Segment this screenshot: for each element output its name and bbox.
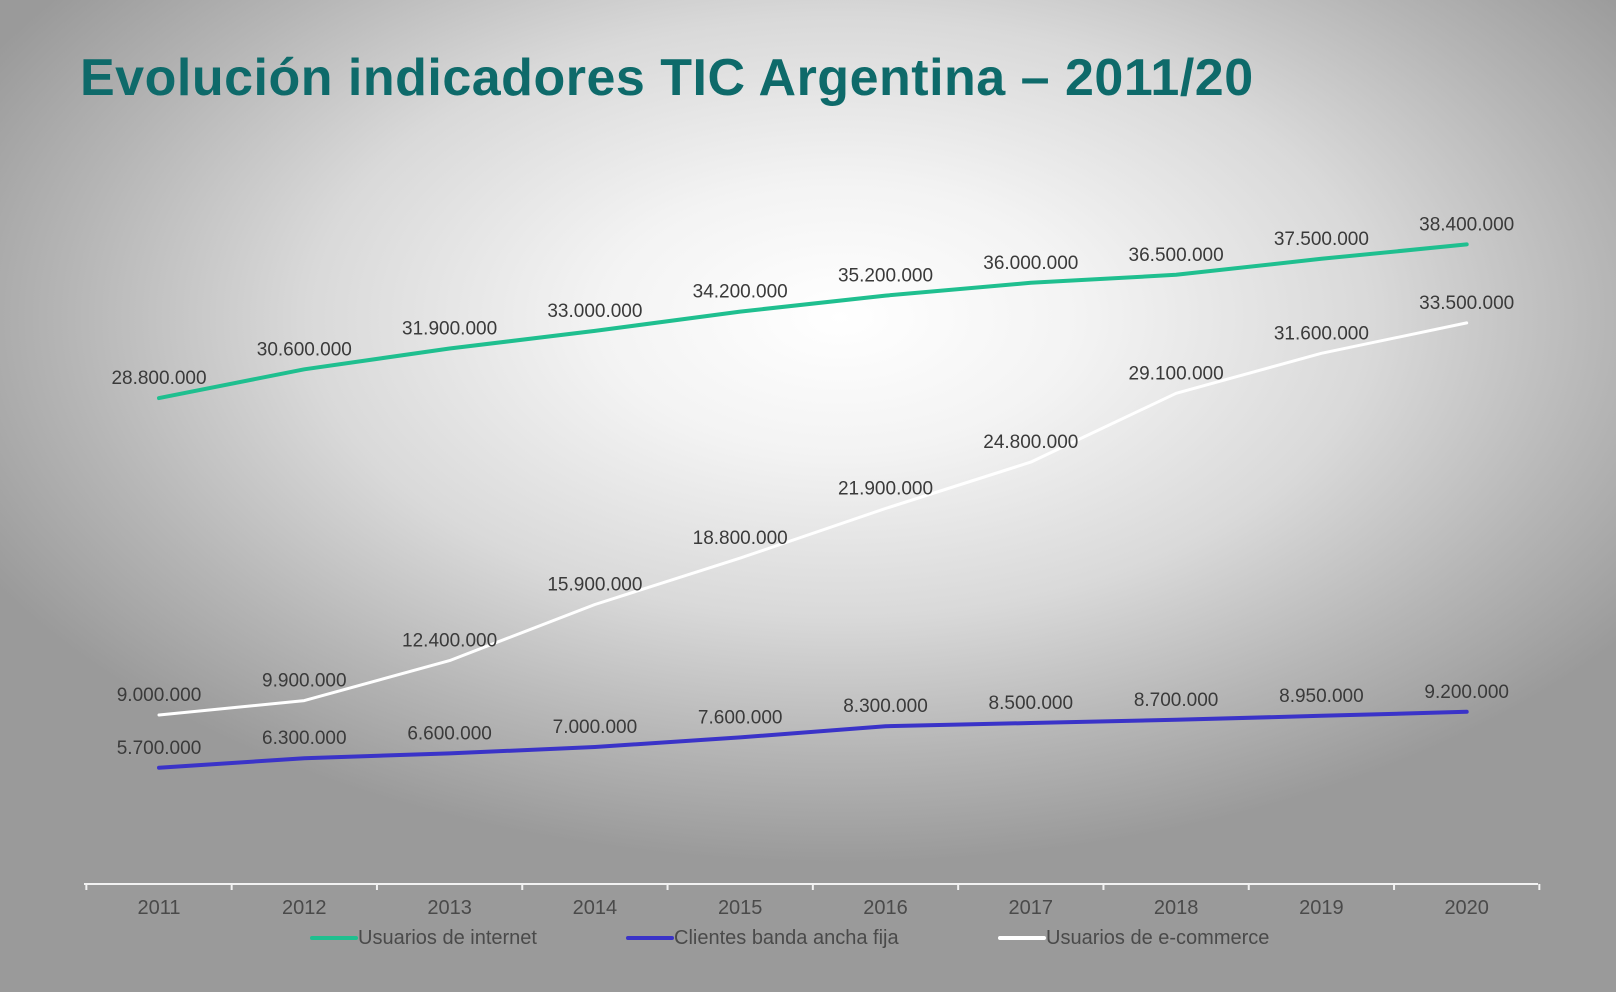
data-label: 28.800.000 xyxy=(111,368,206,389)
data-label: 30.600.000 xyxy=(257,339,352,360)
data-label: 6.600.000 xyxy=(407,723,492,744)
x-tick-label-2020: 2020 xyxy=(1444,897,1489,919)
series-line-0 xyxy=(157,242,1469,401)
legend-label-2: Usuarios de e-commerce xyxy=(1046,927,1269,949)
data-label: 8.950.000 xyxy=(1279,686,1364,707)
data-label: 5.700.000 xyxy=(117,738,202,759)
data-label: 7.600.000 xyxy=(698,707,783,728)
legend-label-1: Clientes banda ancha fija xyxy=(674,927,899,949)
chart-title: Evolución indicadores TIC Argentina – 20… xyxy=(80,49,1254,107)
data-label: 36.000.000 xyxy=(983,253,1078,274)
data-label: 9.900.000 xyxy=(262,671,347,692)
series-line-1 xyxy=(157,709,1469,770)
data-label: 33.000.000 xyxy=(547,301,642,322)
x-tick-label-2019: 2019 xyxy=(1299,897,1344,919)
data-label: 12.400.000 xyxy=(402,631,497,652)
x-tick-label-2015: 2015 xyxy=(718,897,763,919)
data-label: 21.900.000 xyxy=(838,479,933,500)
data-label: 38.400.000 xyxy=(1419,214,1514,235)
data-label: 8.500.000 xyxy=(989,693,1074,714)
x-tick-label-2011: 2011 xyxy=(137,897,180,919)
data-label: 24.800.000 xyxy=(983,432,1078,453)
x-tick-label-2012: 2012 xyxy=(282,897,327,919)
data-label: 35.200.000 xyxy=(838,266,933,287)
data-label: 9.000.000 xyxy=(117,685,202,706)
data-label: 9.200.000 xyxy=(1424,682,1509,703)
data-label: 29.100.000 xyxy=(1129,363,1224,384)
data-label: 33.500.000 xyxy=(1419,293,1514,314)
x-tick-label-2014: 2014 xyxy=(573,897,618,919)
x-tick-label-2013: 2013 xyxy=(427,897,472,919)
data-label: 7.000.000 xyxy=(553,717,638,738)
x-tick-label-2017: 2017 xyxy=(1009,897,1054,919)
data-label: 37.500.000 xyxy=(1274,229,1369,250)
data-label: 36.500.000 xyxy=(1129,245,1224,266)
legend-label-0: Usuarios de internet xyxy=(358,927,537,949)
data-label: 18.800.000 xyxy=(693,528,788,549)
x-tick-label-2016: 2016 xyxy=(863,897,908,919)
data-label: 15.900.000 xyxy=(547,575,642,596)
x-tick-label-2018: 2018 xyxy=(1154,897,1199,919)
series-line-2 xyxy=(157,321,1469,717)
data-label: 6.300.000 xyxy=(262,728,347,749)
data-label: 31.900.000 xyxy=(402,318,497,339)
data-label: 31.600.000 xyxy=(1274,323,1369,344)
data-label: 34.200.000 xyxy=(693,282,788,303)
data-label: 8.700.000 xyxy=(1134,690,1219,711)
data-label: 8.300.000 xyxy=(843,696,928,717)
